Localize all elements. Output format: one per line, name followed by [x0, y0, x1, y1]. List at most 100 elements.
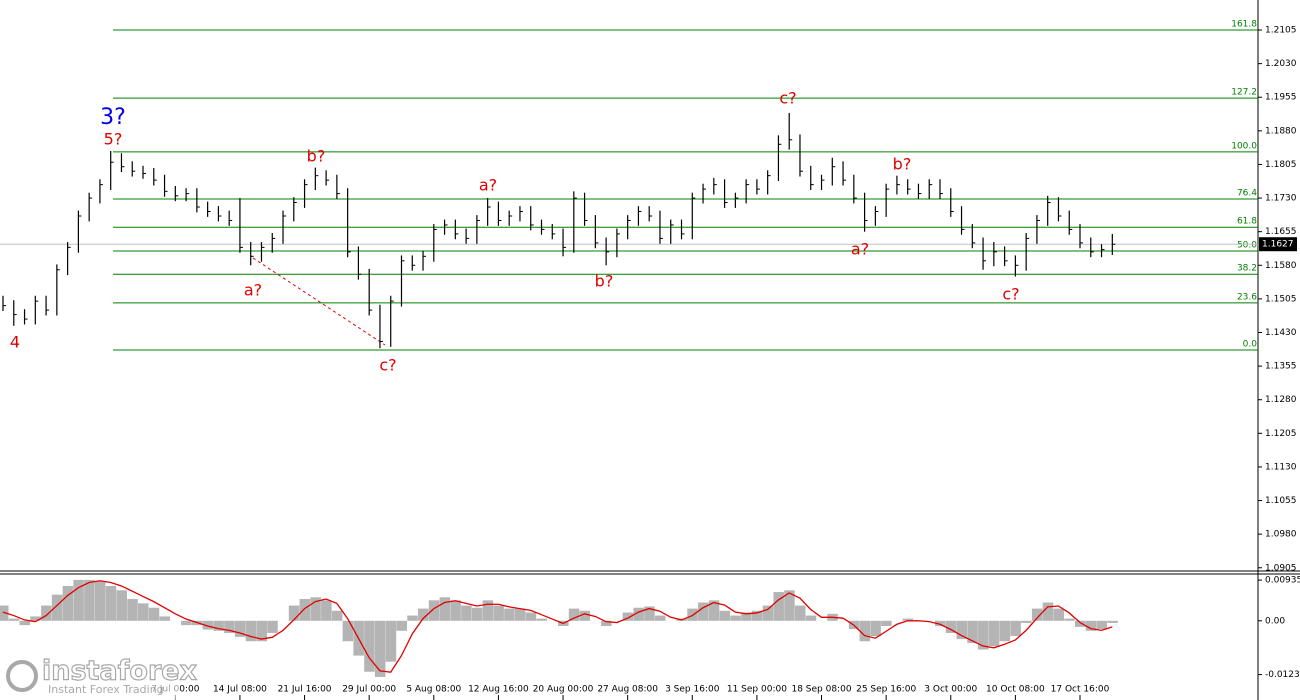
histogram-bar — [213, 620, 224, 631]
histogram-bar — [859, 620, 871, 642]
x-tick-label: 27 Aug 08:00 — [597, 685, 658, 695]
histogram-bar — [385, 620, 397, 662]
fib-label: 127.2 — [1231, 88, 1257, 98]
y-tick-label: -0.01236 — [1265, 670, 1300, 680]
histogram-bar — [418, 608, 429, 621]
histogram-bar — [41, 605, 52, 621]
histogram-bar — [62, 585, 74, 621]
x-tick-label: 21 Jul 16:00 — [278, 685, 332, 695]
histogram-bar — [51, 594, 63, 621]
histogram-bar — [601, 620, 612, 627]
wave-label: 4 — [10, 333, 20, 352]
histogram-bar — [1010, 620, 1021, 637]
y-tick-label: 1.1505 — [1265, 294, 1297, 304]
y-tick-label: 1.2030 — [1265, 59, 1297, 69]
histogram-bar — [202, 620, 214, 630]
histogram-bar — [342, 620, 354, 642]
histogram-bar — [8, 618, 20, 621]
x-tick-label: 29 Jul 00:00 — [342, 685, 396, 695]
watermark-bg — [0, 654, 180, 700]
y-tick-label: 1.0980 — [1265, 530, 1297, 540]
histogram-bar — [471, 607, 483, 621]
fib-label: 61.8 — [1237, 217, 1257, 227]
price-box — [1259, 237, 1297, 252]
y-tick-label: 1.1055 — [1265, 496, 1297, 506]
price-box-label: 1.1627 — [1262, 240, 1294, 250]
histogram-bar — [450, 600, 461, 621]
y-tick-label: 1.0905 — [1265, 563, 1297, 573]
histogram-bar — [116, 590, 127, 621]
histogram-bar — [288, 605, 300, 621]
histogram-bar — [988, 620, 1000, 647]
histogram-bar — [644, 606, 655, 621]
histogram-bar — [493, 605, 504, 621]
histogram-bar — [622, 612, 634, 621]
histogram-bar — [698, 602, 709, 621]
wave-connector — [252, 257, 386, 346]
histogram-bar — [1096, 620, 1108, 630]
histogram-bar — [428, 600, 440, 621]
histogram-bar — [364, 620, 375, 672]
x-tick-label: 17 Oct 16:00 — [1051, 685, 1110, 695]
histogram-bar — [719, 610, 731, 621]
histogram-bar — [1085, 620, 1097, 631]
histogram-bar — [1075, 620, 1086, 627]
watermark-tagline: Instant Forex Trading — [48, 683, 164, 696]
histogram-bar — [773, 592, 784, 621]
y-tick-label: 1.1805 — [1265, 160, 1297, 170]
histogram-bar — [741, 612, 752, 621]
x-tick-label: 20 Aug 00:00 — [533, 685, 594, 695]
x-tick-label: 25 Sep 16:00 — [856, 685, 916, 695]
histogram-bar — [751, 610, 763, 621]
histogram-bar — [514, 608, 526, 621]
y-tick-label: 1.1955 — [1265, 93, 1297, 103]
histogram-bar — [0, 605, 9, 621]
histogram-bar — [784, 590, 795, 621]
x-tick-label: 18 Sep 08:00 — [791, 685, 851, 695]
y-tick-label: 1.1655 — [1265, 227, 1297, 237]
wave-label: b? — [595, 272, 614, 291]
watermark-icon — [6, 660, 38, 692]
y-tick-label: 1.1355 — [1265, 362, 1297, 372]
wave-label: c? — [379, 356, 396, 375]
y-tick-label: 1.1730 — [1265, 194, 1297, 204]
histogram-bar — [654, 615, 666, 621]
y-tick-label: 1.1580 — [1265, 261, 1297, 271]
wave-label: c? — [779, 89, 796, 108]
histogram-bar — [730, 615, 741, 621]
y-tick-label: 0.00935 — [1265, 576, 1300, 586]
fib-label: 76.4 — [1237, 188, 1257, 198]
y-tick-label: 1.1280 — [1265, 395, 1297, 405]
histogram-bar — [934, 620, 946, 627]
histogram-bar — [439, 597, 451, 621]
histogram-bar — [30, 616, 41, 621]
fib-label: 50.0 — [1237, 240, 1257, 250]
histogram-bar — [407, 615, 418, 621]
histogram-bar — [956, 620, 968, 640]
histogram-bar — [374, 620, 386, 677]
histogram-bar — [1064, 618, 1075, 621]
signal-line — [2, 580, 1113, 673]
histogram-bar — [331, 610, 343, 621]
histogram-bar — [224, 620, 235, 633]
wave-label: 3? — [100, 105, 126, 130]
histogram-bar — [299, 599, 311, 621]
histogram-bar — [536, 618, 547, 621]
histogram-bar — [84, 579, 95, 621]
y-tick-label: 1.1430 — [1265, 328, 1297, 338]
fib-label: 100.0 — [1231, 141, 1257, 151]
histogram-bar — [105, 585, 117, 621]
histogram-bar — [568, 608, 580, 621]
histogram-bar — [794, 605, 806, 621]
y-tick-label: 1.1130 — [1265, 462, 1297, 472]
x-tick-label: 12 Aug 16:00 — [468, 685, 529, 695]
histogram-bar — [267, 620, 278, 633]
histogram-bar — [321, 600, 332, 621]
histogram-bar — [633, 607, 644, 621]
wave-label: a? — [851, 240, 869, 259]
histogram-bar — [762, 605, 774, 621]
fib-label: 38.2 — [1237, 264, 1257, 274]
x-tick-label: 5 Aug 08:00 — [406, 685, 461, 695]
histogram-bar — [978, 620, 989, 650]
